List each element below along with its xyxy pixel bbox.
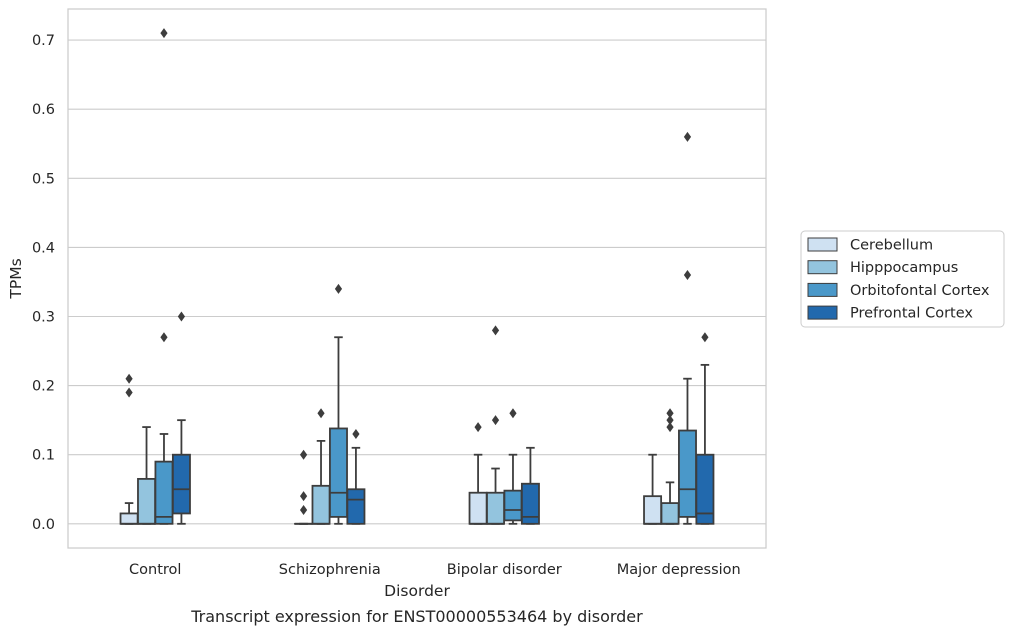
box-prefrontal-cortex bbox=[695, 332, 715, 525]
box-iqr bbox=[695, 453, 715, 525]
legend-entry: Orbitofontal Cortex bbox=[807, 282, 990, 299]
legend-label: Orbitofontal Cortex bbox=[850, 283, 990, 299]
box-cerebellum bbox=[468, 422, 488, 525]
box-hipppocampus bbox=[486, 325, 505, 525]
legend-swatch bbox=[807, 237, 838, 252]
box-iqr bbox=[154, 460, 174, 525]
box-hipppocampus bbox=[137, 426, 156, 525]
box-iqr bbox=[329, 427, 348, 518]
y-tick-label: 0.3 bbox=[32, 310, 55, 326]
outlier-point bbox=[666, 415, 674, 426]
outlier-point bbox=[334, 283, 343, 294]
y-tick-label: 0.1 bbox=[32, 448, 55, 464]
outlier-point bbox=[125, 387, 133, 398]
box-iqr bbox=[137, 477, 156, 525]
box-cerebellum bbox=[294, 449, 314, 525]
x-tick-label: Schizophrenia bbox=[279, 562, 381, 578]
box-iqr bbox=[171, 453, 191, 515]
outlier-point bbox=[299, 449, 308, 460]
box-iqr bbox=[520, 482, 540, 525]
outlier-point bbox=[177, 311, 186, 322]
x-tick-label: Major depression bbox=[617, 562, 741, 578]
box-iqr bbox=[678, 429, 697, 518]
box-orbitofontal-cortex bbox=[678, 131, 697, 525]
box-orbitofontal-cortex bbox=[154, 28, 174, 525]
y-tick-label: 0.6 bbox=[32, 102, 55, 118]
box-iqr bbox=[468, 491, 488, 525]
y-tick-label: 0.7 bbox=[32, 33, 55, 49]
outlier-point bbox=[491, 325, 500, 336]
x-tick-label: Bipolar disorder bbox=[447, 562, 562, 578]
outlier-point bbox=[683, 270, 692, 281]
box-prefrontal-cortex bbox=[346, 428, 366, 525]
chart-caption: Transcript expression for ENST0000055346… bbox=[190, 607, 643, 626]
outlier-point bbox=[491, 415, 500, 426]
outlier-point bbox=[683, 131, 692, 142]
box-prefrontal-cortex bbox=[171, 311, 191, 525]
outlier-point bbox=[666, 422, 674, 433]
x-tick-label: Control bbox=[129, 562, 181, 578]
legend-entry: Hipppocampus bbox=[807, 260, 958, 276]
outlier-point bbox=[160, 28, 168, 39]
y-tick-label: 0.4 bbox=[32, 240, 55, 256]
legend-label: Hipppocampus bbox=[850, 260, 958, 276]
legend-swatch bbox=[807, 260, 838, 275]
box-orbitofontal-cortex bbox=[329, 283, 348, 525]
y-tick-label: 0.5 bbox=[32, 171, 55, 187]
box-iqr bbox=[311, 484, 331, 525]
x-tick-labels: Control Schizophrenia Bipolar disorder Majo… bbox=[129, 562, 741, 578]
outlier-point bbox=[352, 428, 360, 439]
legend-frame bbox=[800, 230, 1005, 328]
box-orbitofontal-cortex bbox=[503, 408, 523, 525]
legend: Cerebellum Hipppocampus Orbitofontal Corte… bbox=[800, 230, 1005, 328]
box-cerebellum bbox=[119, 373, 139, 525]
box-iqr bbox=[119, 512, 139, 525]
legend-swatch bbox=[807, 305, 838, 320]
y-tick-labels: 0.0 0.1 0.2 0.3 0.4 0.5 0.6 0.7 bbox=[32, 33, 55, 533]
box-iqr bbox=[346, 488, 366, 525]
legend-entry: Prefrontal Cortex bbox=[807, 305, 973, 322]
legend-label: Cerebellum bbox=[850, 238, 933, 254]
outlier-point bbox=[317, 408, 325, 419]
box-iqr bbox=[503, 489, 523, 522]
outlier-point bbox=[299, 504, 308, 515]
plot-area-frame bbox=[67, 8, 767, 549]
y-tick-label: 0.2 bbox=[32, 379, 55, 395]
outlier-point bbox=[125, 373, 133, 384]
legend-entry: Cerebellum bbox=[807, 237, 933, 254]
outlier-point bbox=[299, 491, 308, 502]
outlier-point bbox=[701, 332, 709, 343]
y-axis-title: TPMs bbox=[7, 258, 25, 299]
boxes-layer bbox=[119, 28, 715, 525]
box-iqr bbox=[643, 495, 663, 525]
box-prefrontal-cortex bbox=[520, 446, 540, 525]
y-tick-label: 0.0 bbox=[32, 517, 55, 533]
box-iqr bbox=[660, 502, 680, 525]
legend-swatch bbox=[807, 282, 838, 297]
outlier-point bbox=[160, 332, 168, 343]
outlier-point bbox=[666, 408, 674, 419]
outlier-point bbox=[509, 408, 517, 419]
legend-label: Prefrontal Cortex bbox=[850, 306, 973, 322]
outlier-point bbox=[474, 422, 482, 433]
box-iqr bbox=[486, 491, 505, 525]
x-axis-title: Disorder bbox=[384, 582, 450, 600]
